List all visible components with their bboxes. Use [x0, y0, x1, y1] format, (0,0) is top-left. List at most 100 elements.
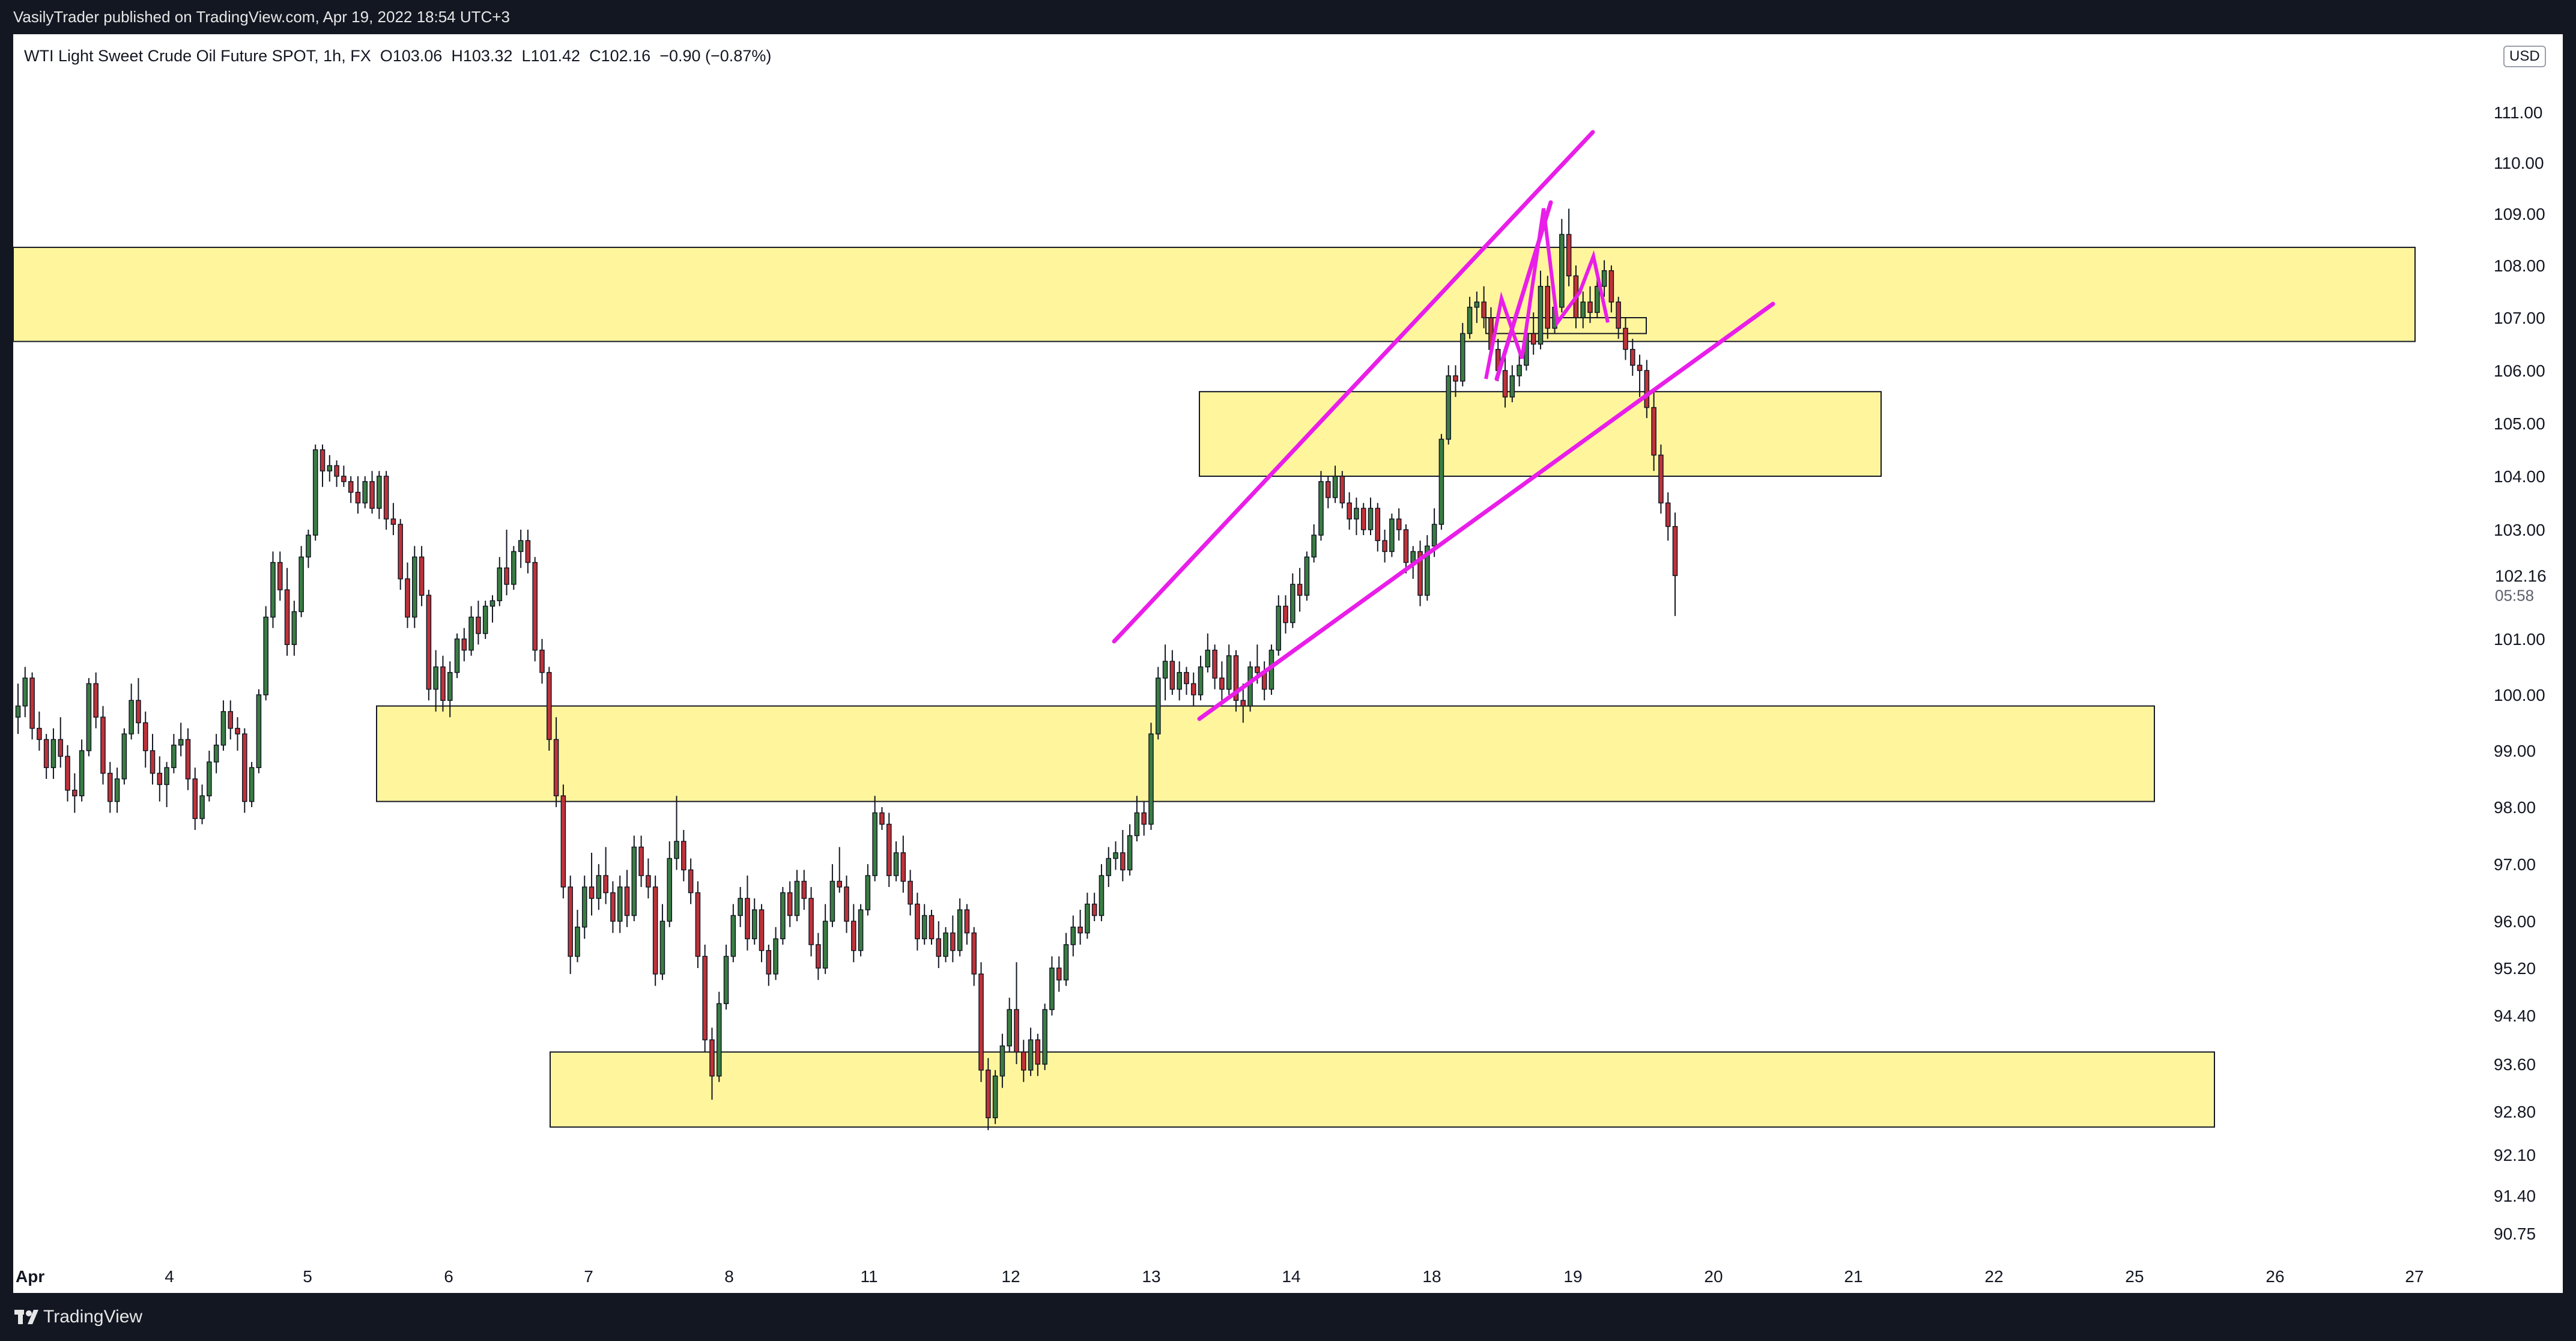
candle — [589, 853, 595, 916]
price-axis: 111.00 110.00 109.00 108.00 107.00 106.00 105.… — [2494, 103, 2547, 1243]
candle — [1481, 286, 1487, 328]
candle — [1304, 551, 1310, 601]
candle — [447, 661, 453, 718]
candle — [419, 546, 425, 607]
time-tick: 13 — [1142, 1267, 1160, 1286]
zone-4 — [550, 1051, 2215, 1128]
candle — [745, 876, 750, 951]
candle — [207, 751, 212, 802]
price-chart[interactable]: 111.00 110.00 109.00 108.00 107.00 106.00 105.… — [13, 34, 2563, 1293]
candle — [808, 887, 814, 957]
candle — [482, 601, 488, 639]
candle — [22, 667, 28, 718]
candle — [277, 551, 283, 601]
candle — [299, 546, 304, 617]
price-tick: 111.00 — [2494, 103, 2542, 122]
candle — [86, 678, 92, 757]
candle — [1347, 492, 1352, 530]
time-tick: 27 — [2405, 1267, 2423, 1286]
candle — [150, 734, 156, 785]
candle — [1056, 956, 1062, 992]
time-tick: 26 — [2265, 1267, 2284, 1286]
chart-frame[interactable]: 111.00 110.00 109.00 108.00 107.00 106.00 105.… — [13, 34, 2563, 1293]
candle — [1425, 535, 1430, 601]
candle — [1085, 892, 1090, 939]
time-tick: 6 — [444, 1267, 453, 1286]
candle — [1162, 644, 1168, 701]
candle — [1616, 297, 1621, 339]
candle — [773, 927, 778, 980]
candle — [1530, 312, 1536, 355]
candle — [1311, 524, 1317, 563]
candle — [37, 711, 42, 751]
candle — [1474, 291, 1480, 323]
candle — [390, 503, 396, 536]
candle — [1014, 962, 1019, 1064]
candle — [851, 904, 856, 963]
candle — [1219, 661, 1225, 701]
candle — [596, 864, 602, 910]
candle — [411, 546, 417, 628]
candle — [58, 717, 64, 768]
candle — [646, 858, 651, 898]
ohlc-low: L101.42 — [521, 47, 581, 65]
zone-3 — [376, 705, 2155, 802]
candle — [100, 706, 106, 785]
currency-button[interactable]: USD — [2503, 46, 2546, 67]
candle — [1028, 1028, 1034, 1076]
ohlc-close: C102.16 — [589, 47, 651, 65]
candle — [730, 904, 736, 963]
time-tick: 22 — [1984, 1267, 2003, 1286]
candle — [780, 887, 786, 945]
last-price-label: 102.16 — [2495, 566, 2547, 585]
candle — [220, 700, 226, 751]
candle — [1283, 595, 1288, 634]
published-bar: VasilyTrader published on TradingView.co… — [0, 0, 2576, 34]
candle — [1297, 568, 1303, 612]
ohlc-high: H103.32 — [451, 47, 513, 65]
candle — [879, 807, 885, 830]
candle — [29, 672, 35, 740]
candle — [1502, 354, 1508, 408]
candle — [816, 933, 821, 980]
candle — [199, 784, 205, 825]
candle — [1184, 667, 1189, 695]
candle — [1595, 276, 1600, 318]
candle — [228, 700, 234, 740]
candle — [1035, 1034, 1041, 1076]
candle — [1623, 318, 1628, 360]
candle — [1212, 644, 1217, 689]
candle — [306, 530, 311, 568]
candle — [560, 784, 566, 898]
candle — [348, 476, 354, 503]
candle — [1127, 824, 1133, 876]
candle — [65, 745, 70, 802]
candle — [107, 761, 113, 813]
candle — [398, 519, 403, 590]
candle — [142, 711, 148, 768]
candle — [1261, 661, 1267, 701]
candle — [837, 847, 842, 893]
frame-left — [0, 34, 13, 1293]
candle — [822, 904, 828, 974]
time-tick: 21 — [1844, 1267, 1862, 1286]
price-tick: 99.00 — [2494, 742, 2536, 760]
price-tick: 93.60 — [2494, 1055, 2536, 1074]
candle — [1637, 354, 1643, 397]
price-tick: 92.80 — [2494, 1103, 2536, 1121]
trend-line-1 — [1112, 130, 1595, 644]
price-tick: 97.00 — [2494, 855, 2536, 874]
candle — [858, 904, 864, 957]
candle — [476, 601, 481, 645]
candle — [667, 841, 673, 927]
time-tick: Apr — [16, 1267, 44, 1286]
bar-countdown: 05:58 — [2495, 586, 2534, 604]
price-tick: 104.00 — [2494, 467, 2545, 486]
price-tick: 95.20 — [2494, 959, 2536, 978]
time-tick: 5 — [303, 1267, 312, 1286]
candle — [1276, 595, 1282, 656]
candle — [1396, 508, 1402, 541]
candle — [844, 876, 849, 933]
candle — [865, 864, 871, 916]
candle — [1467, 297, 1473, 339]
